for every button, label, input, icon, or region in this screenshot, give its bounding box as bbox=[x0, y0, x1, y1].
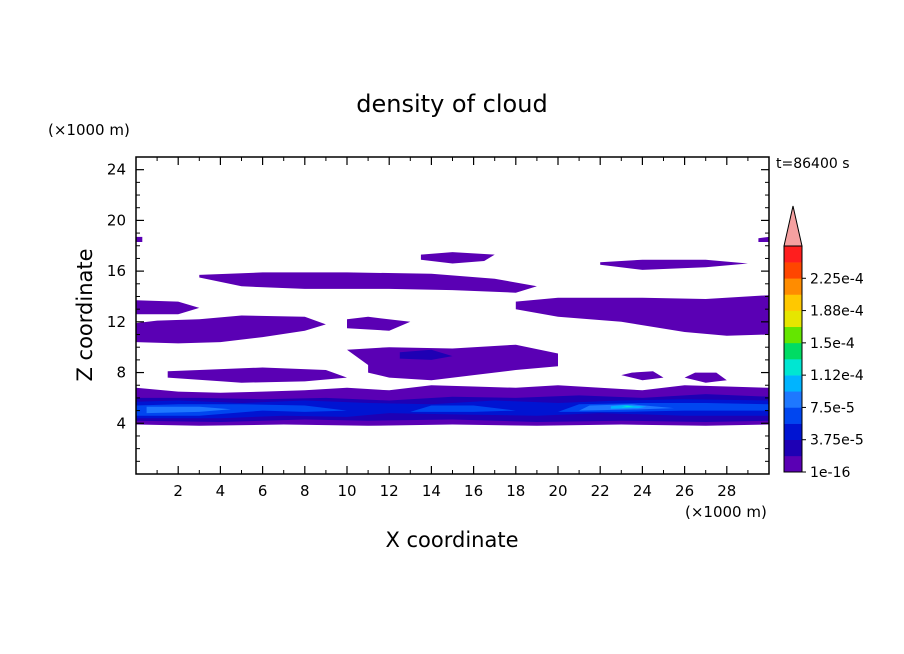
contour-region-12 bbox=[758, 236, 769, 242]
contour-region-9 bbox=[167, 367, 347, 383]
colorbar-label: 7.5e-5 bbox=[810, 400, 855, 416]
colorbar-frame bbox=[783, 245, 803, 473]
contour-region-7 bbox=[420, 252, 495, 264]
x-tick-label: 20 bbox=[548, 482, 567, 500]
y-tick-label: 20 bbox=[107, 211, 126, 229]
colorbar-swatch bbox=[784, 359, 802, 376]
contour-region-1 bbox=[136, 315, 326, 344]
contour-region-8 bbox=[347, 344, 558, 381]
x-axis-label: X coordinate bbox=[385, 528, 518, 552]
contour-region-11 bbox=[684, 372, 727, 383]
x-tick-label: 8 bbox=[300, 482, 310, 500]
contour-region-3 bbox=[199, 272, 537, 293]
contour-region-4 bbox=[347, 316, 411, 331]
colorbar-label: 1.5e-4 bbox=[810, 336, 855, 352]
y-axis-label: Z coordinate bbox=[73, 248, 97, 381]
contour-region-2 bbox=[136, 300, 200, 315]
colorbar-swatch bbox=[784, 294, 802, 311]
colorbar-swatch bbox=[784, 326, 802, 344]
y-tick-label: 24 bbox=[107, 161, 126, 179]
x-tick-label: 4 bbox=[216, 482, 226, 500]
contour-region-6 bbox=[600, 259, 748, 270]
x-tick-label: 24 bbox=[633, 482, 652, 500]
colorbar-extend-arrow bbox=[783, 205, 803, 247]
contour-region-13 bbox=[136, 236, 143, 242]
contour-region-23 bbox=[621, 405, 634, 408]
contour-region-18 bbox=[410, 405, 516, 412]
y-tick-label: 12 bbox=[107, 313, 126, 331]
colorbar-swatch bbox=[784, 278, 802, 295]
x-tick-label: 14 bbox=[422, 482, 441, 500]
x-unit-label: (×1000 m) bbox=[685, 503, 767, 521]
colorbar-swatch bbox=[784, 246, 802, 263]
colorbar-label: 1e-16 bbox=[810, 465, 850, 481]
y-axis-ticks: 4 8 12 16 20 24 bbox=[107, 161, 769, 462]
time-label: t=86400 s bbox=[776, 156, 850, 172]
colorbar: 1e-16 3.75e-5 7.5e-5 1.12e-4 1.5e-4 1.88e-4 2.… bbox=[783, 205, 864, 481]
contour-region-20 bbox=[146, 406, 231, 414]
x-tick-label: 16 bbox=[464, 482, 483, 500]
colorbar-swatch bbox=[784, 342, 802, 360]
colorbar-swatch bbox=[784, 375, 802, 392]
chart-title: density of cloud bbox=[356, 90, 547, 118]
x-axis-ticks: 2 4 6 8 10 12 14 16 18 20 22 24 26 28 bbox=[156, 157, 749, 500]
y-tick-label: 4 bbox=[116, 414, 126, 432]
x-tick-label: 6 bbox=[258, 482, 268, 500]
x-tick-label: 2 bbox=[173, 482, 183, 500]
colorbar-swatch bbox=[784, 262, 802, 279]
colorbar-label: 1.12e-4 bbox=[810, 368, 864, 384]
contour-region-15 bbox=[399, 349, 453, 360]
colorbar-label: 2.25e-4 bbox=[810, 271, 864, 287]
colorbar-swatch bbox=[784, 423, 802, 441]
colorbar-label: 3.75e-5 bbox=[810, 433, 864, 449]
contour-region-5 bbox=[515, 295, 769, 336]
x-tick-label: 12 bbox=[380, 482, 399, 500]
colorbar-swatch bbox=[784, 310, 802, 328]
y-tick-label: 8 bbox=[116, 364, 126, 382]
x-tick-label: 22 bbox=[591, 482, 610, 500]
x-tick-label: 28 bbox=[717, 482, 736, 500]
x-tick-label: 18 bbox=[506, 482, 525, 500]
colorbar-swatch bbox=[784, 439, 802, 457]
y-unit-label: (×1000 m) bbox=[48, 121, 130, 139]
x-tick-label: 26 bbox=[675, 482, 694, 500]
colorbar-swatch bbox=[784, 407, 802, 424]
colorbar-swatch bbox=[784, 455, 802, 473]
contour-region-10 bbox=[621, 371, 664, 381]
x-tick-label: 10 bbox=[337, 482, 356, 500]
colorbar-swatch bbox=[784, 391, 802, 408]
y-tick-label: 16 bbox=[107, 262, 126, 280]
colorbar-label: 1.88e-4 bbox=[810, 304, 864, 320]
contour-regions bbox=[136, 236, 769, 426]
